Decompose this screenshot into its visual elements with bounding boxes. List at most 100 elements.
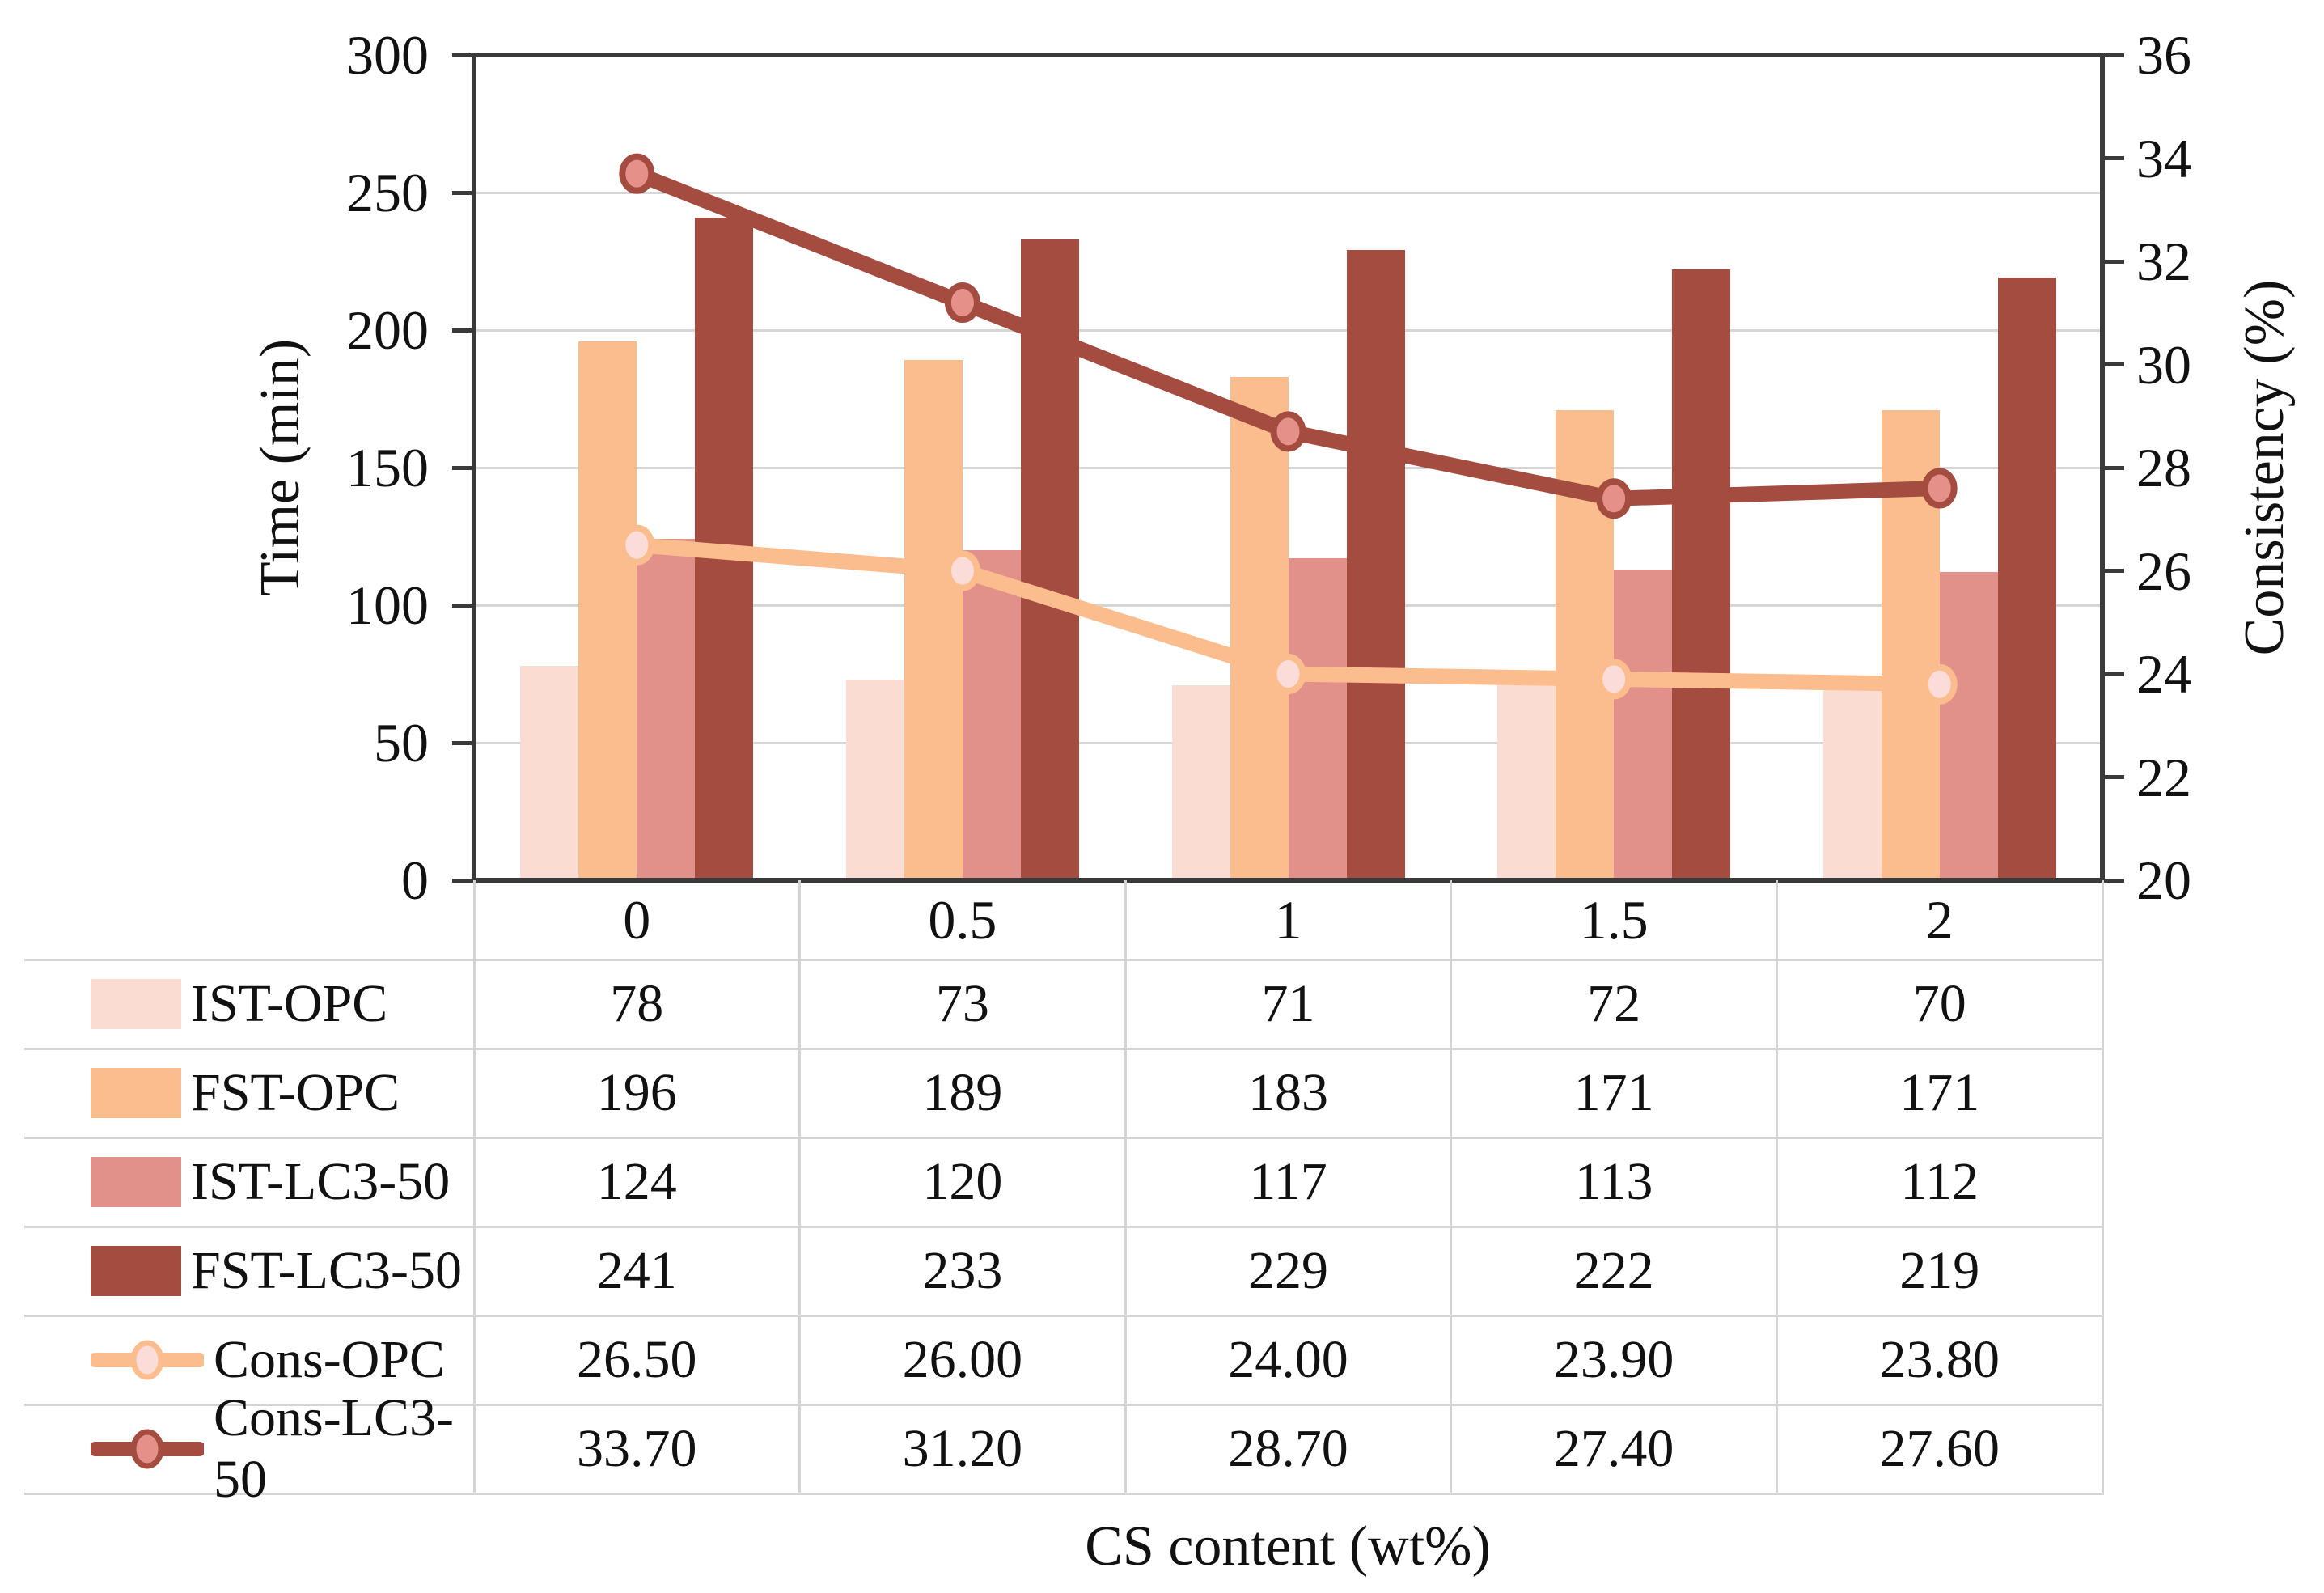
- table-row-separator: [24, 958, 2104, 961]
- plot-border-top: [474, 53, 2102, 57]
- marker-cons-lc3-50: [619, 153, 655, 194]
- table-value-cell: 229: [1247, 1241, 1328, 1300]
- table-column-separator: [1124, 880, 1127, 1493]
- left-axis-tick-label: 200: [346, 299, 429, 361]
- legend-swatch: [91, 979, 181, 1029]
- table-value-cell: 120: [922, 1152, 1003, 1211]
- left-axis-line: [472, 53, 476, 883]
- bar-fst-lc3-50: [1346, 250, 1405, 880]
- legend-row-cons-opc: Cons-OPC: [24, 1315, 474, 1404]
- table-row-separator: [24, 1403, 2104, 1406]
- legend-series-name: FST-LC3-50: [191, 1241, 462, 1300]
- table-value-cell: 112: [1900, 1152, 1979, 1211]
- bar-ist-lc3-50: [1939, 572, 1998, 880]
- marker-cons-opc: [1921, 663, 1958, 705]
- left-axis-tick: [452, 465, 472, 470]
- right-axis-tick: [2105, 465, 2124, 470]
- table-column-separator: [2101, 880, 2104, 1493]
- right-axis-line: [2100, 53, 2105, 883]
- right-axis-tick: [2105, 775, 2124, 779]
- bar-ist-opc: [1497, 682, 1556, 880]
- bar-fst-lc3-50: [1672, 269, 1731, 880]
- right-axis-tick: [2105, 259, 2124, 264]
- legend-swatch: [91, 1068, 181, 1118]
- gridline: [474, 328, 2102, 332]
- table-value-cell: 117: [1249, 1152, 1327, 1211]
- legend-series-name: Cons-OPC: [214, 1330, 446, 1389]
- x-category-label: 2: [1925, 889, 1954, 951]
- left-axis-tick-label: 100: [346, 574, 429, 636]
- legend-line-key: [91, 1340, 204, 1380]
- table-value-cell: 78: [610, 974, 664, 1033]
- right-axis-tick-label: 36: [2136, 24, 2191, 86]
- bar-ist-opc: [520, 665, 579, 880]
- right-axis-tick-label: 26: [2136, 540, 2191, 602]
- right-axis-tick-label: 24: [2136, 643, 2191, 705]
- legend-series-name: IST-OPC: [191, 974, 388, 1033]
- x-category-label: 0.5: [928, 889, 997, 951]
- x-category-label: 1: [1274, 889, 1302, 951]
- left-axis-tick-label: 0: [401, 849, 429, 911]
- table-value-cell: 113: [1574, 1152, 1653, 1211]
- marker-cons-lc3-50: [1596, 478, 1632, 519]
- table-value-cell: 72: [1587, 974, 1641, 1033]
- left-axis-tick: [452, 190, 472, 195]
- marker-cons-lc3-50: [1921, 468, 1958, 509]
- legend-row-fst-opc: FST-OPC: [24, 1049, 474, 1138]
- table-value-cell: 73: [935, 974, 989, 1033]
- left-axis-tick: [452, 603, 472, 608]
- legend-line-key: [91, 1429, 204, 1469]
- table-row-separator: [24, 1136, 2104, 1139]
- bar-fst-opc: [578, 341, 637, 880]
- table-value-cell: 27.40: [1553, 1419, 1674, 1478]
- marker-cons-opc: [944, 550, 980, 591]
- legend-row-fst-lc3-50: FST-LC3-50: [24, 1227, 474, 1315]
- right-axis-tick: [2105, 53, 2124, 57]
- bar-fst-opc: [1230, 376, 1289, 880]
- right-axis-tick-label: 34: [2136, 127, 2191, 189]
- x-axis-title: CS content (wt%): [1085, 1515, 1491, 1578]
- legend-row-cons-lc3-50: Cons-LC3-50: [24, 1388, 474, 1509]
- table-value-cell: 124: [596, 1152, 677, 1211]
- legend-series-name: Cons-LC3-50: [214, 1388, 454, 1509]
- legend-series-name: FST-OPC: [191, 1063, 400, 1122]
- legend-swatch: [91, 1157, 181, 1207]
- marker-cons-lc3-50: [944, 282, 980, 323]
- left-axis-tick-label: 50: [374, 712, 429, 773]
- x-category-label: 0: [623, 889, 651, 951]
- marker-cons-opc: [1596, 659, 1632, 700]
- table-value-cell: 23.80: [1879, 1330, 2000, 1389]
- table-value-cell: 28.70: [1228, 1419, 1348, 1478]
- bar-ist-opc: [845, 679, 904, 880]
- bar-ist-lc3-50: [1288, 558, 1347, 880]
- right-axis-tick-label: 30: [2136, 333, 2191, 396]
- right-axis-tick: [2105, 878, 2124, 883]
- legend-series-name: IST-LC3-50: [191, 1152, 451, 1211]
- left-axis-tick: [452, 53, 472, 57]
- left-axis-tick: [452, 878, 472, 883]
- x-category-label: 1.5: [1579, 889, 1649, 951]
- table-row-separator: [24, 1047, 2104, 1050]
- bar-ist-lc3-50: [1614, 569, 1673, 880]
- bar-ist-opc: [1171, 684, 1230, 880]
- table-value-cell: 26.00: [902, 1330, 1023, 1389]
- table-value-cell: 71: [1261, 974, 1315, 1033]
- table-row-separator: [24, 1225, 2104, 1228]
- table-value-cell: 26.50: [577, 1330, 697, 1389]
- right-axis-tick-label: 20: [2136, 849, 2191, 911]
- table-value-cell: 219: [1899, 1241, 1980, 1300]
- legend-row-ist-lc3-50: IST-LC3-50: [24, 1138, 474, 1227]
- table-value-cell: 241: [596, 1241, 677, 1300]
- left-axis-tick-label: 250: [346, 162, 429, 223]
- table-value-cell: 222: [1573, 1241, 1654, 1300]
- right-axis-tick-label: 32: [2136, 231, 2191, 292]
- table-value-cell: 189: [922, 1063, 1003, 1122]
- right-axis-tick: [2105, 569, 2124, 573]
- table-value-cell: 196: [596, 1063, 677, 1122]
- bar-ist-lc3-50: [962, 550, 1021, 880]
- table-row-separator: [24, 1492, 2104, 1495]
- table-value-cell: 233: [922, 1241, 1003, 1300]
